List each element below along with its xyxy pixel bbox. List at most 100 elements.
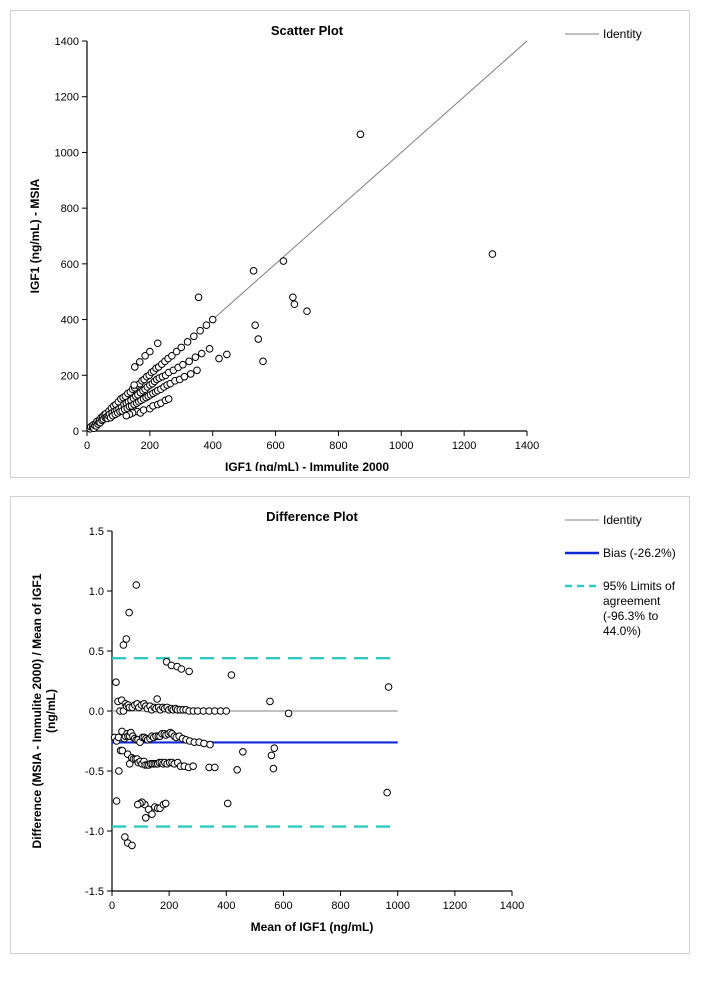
data-point [270,765,277,772]
data-point [187,371,194,378]
data-point [154,340,161,347]
data-point [234,767,241,774]
legend-row: Identity [565,513,683,528]
data-point [131,382,138,389]
diff-legend: Identity Bias (-26.2%) 95% Limits of agree… [557,507,683,657]
y-tick-label: -1.5 [85,886,104,898]
data-point [271,745,278,752]
y-tick-label: 800 [61,203,79,215]
scatter-chart-area: Scatter Plot 0 200 400 600 800 1000 1200 1400 0 20… [17,21,557,471]
data-point [149,811,156,818]
x-tick-label: 800 [331,900,349,912]
data-point [285,710,292,717]
data-point [129,842,136,849]
data-point [240,749,247,756]
y-tick-label: 1200 [55,92,79,104]
data-point [197,327,204,334]
x-tick-label: 0 [109,900,115,912]
y-axis-label: IGF1 (ng/mL) - MSIA [28,178,42,293]
y-tick-label: 1.5 [89,526,104,538]
data-point [209,316,216,323]
legend-swatch [565,27,599,41]
diff-panel: Difference Plot0200400600800100012001400… [10,496,690,954]
x-tick-label: 200 [160,900,178,912]
data-point [252,322,259,329]
legend-label: Identity [603,27,642,42]
legend-label: 95% Limits of agreement(-96.3% to 44.0%) [603,579,683,639]
data-point [154,696,161,703]
data-point [223,708,230,715]
x-tick-label: 400 [217,900,235,912]
chart-title: Scatter Plot [271,23,344,38]
data-point [194,367,201,374]
y-tick-label: 200 [61,370,79,382]
diff-chart-area: Difference Plot0200400600800100012001400… [17,507,557,947]
data-point [268,752,275,759]
data-point [212,764,219,771]
data-point [180,361,187,368]
y-tick-label: -0.5 [85,766,104,778]
x-tick-label: 1200 [452,440,476,452]
x-tick-label: 1400 [500,900,524,912]
data-point [201,740,208,747]
data-point [131,364,138,371]
data-point [224,800,231,807]
data-point [255,336,262,343]
data-point [385,684,392,691]
legend-swatch [565,579,599,593]
x-tick-label: 200 [141,440,159,452]
data-point [250,268,257,275]
x-tick-label: 1000 [389,440,413,452]
legend-row: 95% Limits of agreement(-96.3% to 44.0%) [565,579,683,639]
data-point [216,355,223,362]
data-point [190,763,197,770]
x-tick-label: 1000 [385,900,409,912]
x-tick-label: 1200 [443,900,467,912]
legend-row: Bias (-26.2%) [565,546,683,561]
data-point [178,666,185,673]
x-tick-label: 800 [329,440,347,452]
data-point [165,396,172,403]
data-point [133,582,140,589]
legend-label: Identity [603,513,642,528]
data-point [186,358,193,365]
legend-label: Bias (-26.2%) [603,546,676,561]
data-point [195,294,202,301]
data-point [126,609,133,616]
data-point [116,768,123,775]
scatter-legend: Identity [557,21,683,60]
data-point [224,351,231,358]
scatter-inner: Scatter Plot 0 200 400 600 800 1000 1200 1400 0 20… [17,21,683,471]
data-point [291,301,298,308]
data-point [123,412,130,419]
data-point [120,642,127,649]
legend-row: Identity [565,27,683,42]
x-axis-label: IGF1 (ng/mL) - Immulite 2000 [225,460,389,471]
data-point [113,798,120,805]
diff-points [111,582,392,849]
legend-swatch [565,546,599,560]
data-point [186,668,193,675]
y-tick-label: 1400 [55,36,79,48]
y-tick-label: 1.0 [89,586,104,598]
data-point [191,333,198,340]
data-point [184,339,191,346]
data-point [290,294,297,301]
x-tick-label: 400 [204,440,222,452]
data-point [304,308,311,315]
data-point [192,354,199,361]
y-tick-label: -1.0 [85,826,104,838]
scatter-panel: Scatter Plot 0 200 400 600 800 1000 1200 1400 0 20… [10,10,690,478]
data-point [140,407,147,414]
y-tick-label: 0.5 [89,646,104,658]
data-point [203,322,210,329]
x-tick-label: 600 [274,900,292,912]
data-point [134,801,141,808]
x-tick-label: 0 [84,440,90,452]
x-tick-label: 600 [266,440,284,452]
data-point [207,741,214,748]
y-tick-label: 1000 [55,147,79,159]
data-point [384,789,391,796]
diff-inner: Difference Plot0200400600800100012001400… [17,507,683,947]
y-tick-label: 0 [73,426,79,438]
